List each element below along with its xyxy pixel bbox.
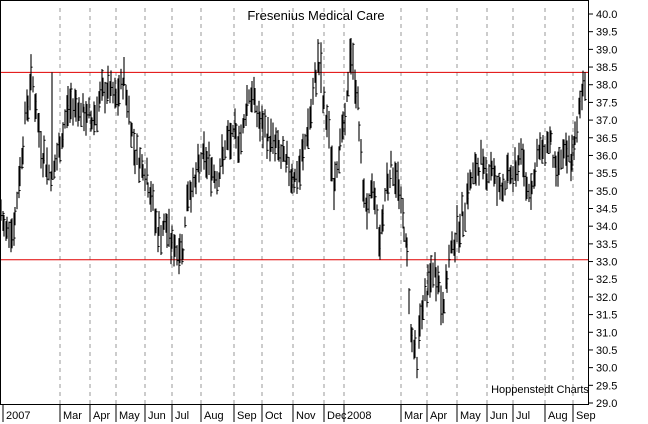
y-tick-label: 35.5: [596, 168, 617, 180]
x-tick-label: Aug: [548, 410, 568, 422]
y-tick-label: 37.0: [596, 115, 617, 127]
y-tick-label: 33.5: [596, 239, 617, 251]
x-tick-label: May: [460, 410, 481, 422]
y-tick-label: 37.5: [596, 97, 617, 109]
y-tick-label: 39.0: [596, 44, 617, 56]
y-tick-label: 35.0: [596, 186, 617, 198]
x-tick-label: May: [119, 410, 140, 422]
x-tick-label: Jul: [175, 410, 189, 422]
x-tick-label: Mar: [404, 410, 423, 422]
x-tick-label: Jun: [148, 410, 166, 422]
y-tick-label: 31.5: [596, 310, 617, 322]
y-tick-label: 40.0: [596, 9, 617, 21]
y-tick-label: 30.0: [596, 363, 617, 375]
y-tick-label: 34.5: [596, 204, 617, 216]
x-tick-label: Mar: [63, 410, 82, 422]
chart-title: Fresenius Medical Care: [247, 8, 384, 23]
y-tick-label: 32.0: [596, 292, 617, 304]
y-tick-label: 29.5: [596, 380, 617, 392]
y-tick-label: 33.0: [596, 257, 617, 269]
y-tick-label: 30.5: [596, 345, 617, 357]
y-tick-label: 38.0: [596, 80, 617, 92]
plot-frame: [0, 0, 589, 405]
x-axis: 2007 Mar Apr May Jun Jul Aug Sep Oct Nov Dec 2008 Ma…: [2, 405, 596, 422]
x-tick-label: 2007: [6, 410, 30, 422]
reference-lines: [0, 71, 588, 261]
x-tick-label: Jun: [490, 410, 508, 422]
x-tick-label: Nov: [296, 410, 316, 422]
x-tick-label: Sep: [576, 410, 596, 422]
y-tick-label: 34.0: [596, 221, 617, 233]
y-tick-label: 31.0: [596, 327, 617, 339]
y-tick-label: 38.5: [596, 62, 617, 74]
x-tick-label: Dec: [327, 410, 347, 422]
x-tick-label: Oct: [265, 410, 282, 422]
x-tick-label: Sep: [237, 410, 257, 422]
y-tick-label: 29.0: [596, 398, 617, 410]
y-tick-label: 39.5: [596, 27, 617, 39]
vertical-gridlines: [59, 8, 574, 405]
y-axis: 40.0 39.5 39.0 38.5 38.0 37.5 37.0 36.5 36.0 35.5…: [588, 9, 617, 410]
x-tick-label: Apr: [430, 410, 447, 422]
y-tick-label: 32.5: [596, 274, 617, 286]
x-tick-label: Aug: [204, 410, 224, 422]
chart-credit: Hoppenstedt Charts: [491, 384, 589, 396]
x-tick-label: 2008: [347, 410, 371, 422]
x-tick-label: Apr: [93, 410, 110, 422]
price-bars: [0, 38, 587, 379]
y-tick-label: 36.0: [596, 150, 617, 162]
y-tick-label: 36.5: [596, 133, 617, 145]
x-tick-label: Jul: [516, 410, 530, 422]
